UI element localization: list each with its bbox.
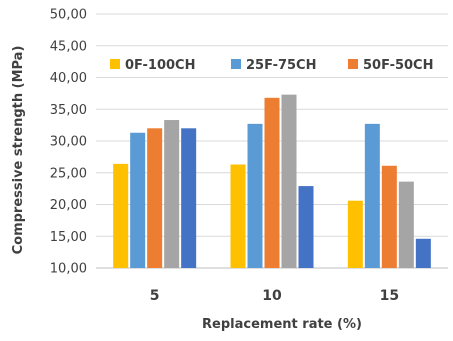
legend-swatch [110,59,120,69]
bars [113,94,431,269]
y-tick-label: 45,00 [50,39,87,54]
y-tick-label: 15,00 [50,230,87,245]
bar-series-5-15 [415,238,431,268]
y-tick-label: 35,00 [50,103,87,118]
y-tick-labels: 10,00 15,00 20,00 25,00 30,00 35,00 40,00 45,00… [50,8,87,277]
legend-swatch [231,59,241,69]
legend-label: 50F-50CH [363,58,433,73]
bar-0f-100ch-15 [347,200,363,268]
bar-series-4-10 [281,94,297,269]
bar-series-4-5 [164,120,180,268]
x-category-label: 10 [262,288,282,304]
y-tick-label: 30,00 [50,135,87,150]
x-category-labels: 5 10 15 [150,288,399,304]
bar-0f-100ch-10 [230,164,246,268]
legend: 0F-100CH 25F-75CH 50F-50CH [110,58,433,73]
y-tick-label: 10,00 [50,262,87,277]
legend-swatch [348,59,358,69]
bar-50f-50ch-10 [264,97,280,268]
x-category-label: 15 [380,288,399,304]
legend-label: 0F-100CH [125,58,195,73]
y-tick-label: 20,00 [50,198,87,213]
x-category-label: 5 [150,288,160,304]
bar-25f-75ch-10 [247,123,263,268]
bar-25f-75ch-15 [364,123,380,268]
bar-series-5-5 [181,128,197,268]
bar-series-4-15 [398,181,414,268]
y-tick-label: 40,00 [50,71,87,86]
y-tick-label: 50,00 [50,8,87,23]
legend-label: 25F-75CH [246,58,316,73]
y-axis-title: Compressive strength (MPa) [11,46,26,255]
bar-0f-100ch-5 [113,163,129,268]
y-tick-label: 25,00 [50,166,87,181]
bar-25f-75ch-5 [130,132,146,268]
x-axis-title: Replacement rate (%) [202,317,362,332]
bar-series-5-10 [298,186,314,268]
bar-50f-50ch-15 [381,165,397,268]
bar-50f-50ch-5 [147,128,163,268]
